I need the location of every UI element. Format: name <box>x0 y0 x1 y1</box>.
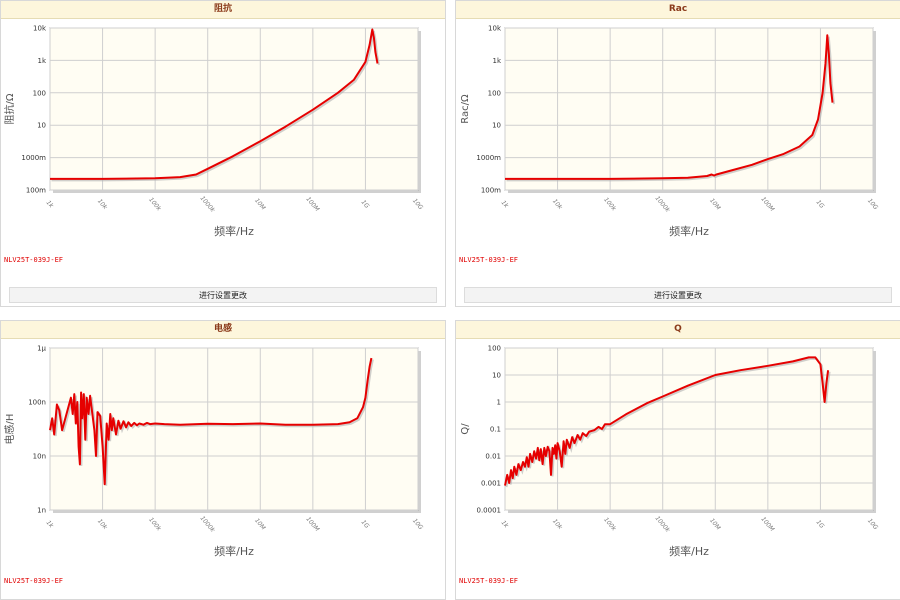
x-tick-label: 10G <box>411 197 424 211</box>
x-tick-label: 10k <box>96 518 109 531</box>
y-tick-label: 0.1 <box>490 426 501 434</box>
apply-settings-button[interactable]: 进行设置更改 <box>464 287 892 303</box>
part-number-label: NLV25T-039J-EF <box>459 256 519 264</box>
chart-title: 电感 <box>1 321 445 339</box>
y-tick-label: 10n <box>33 453 46 461</box>
x-tick-label: 100k <box>147 196 162 212</box>
y-tick-label: 100 <box>33 89 46 97</box>
x-tick-label: 100M <box>759 196 776 214</box>
y-tick-label: 100m <box>481 187 501 195</box>
x-tick-label: 1000k <box>199 515 217 534</box>
series-line <box>50 28 379 180</box>
y-tick-label: 1000m <box>476 154 501 162</box>
x-axis-label: 频率/Hz <box>214 544 254 558</box>
y-axis-label: 阻抗/Ω <box>3 93 16 124</box>
chart-title: Q <box>456 321 900 339</box>
chart-panel-inductance: 电感 1k 10k 100k 1000k 10M 100M 1G 10G 1n 10n 100n 1μ… <box>0 320 446 600</box>
y-tick-label: 0.001 <box>481 480 501 488</box>
q-chart: 1k 10k 100k 1000k 10M 100M 1G 10G 0.0001 0.001 0.0… <box>460 345 879 559</box>
part-number-label: NLV25T-039J-EF <box>4 256 64 264</box>
y-axis-label: 电感/H <box>3 414 16 445</box>
x-tick-label: 10k <box>551 198 564 211</box>
rac-chart: 1k 10k 100k 1000k 10M 100M 1G 10G 100m 1000m 10 100… <box>460 25 879 239</box>
y-tick-label: 100n <box>28 399 46 407</box>
x-tick-label: 10G <box>411 517 424 531</box>
y-tick-label: 10 <box>37 122 46 130</box>
x-tick-label: 1000k <box>654 515 672 534</box>
series-line <box>49 357 373 486</box>
chart-panel-rac: Rac 1k 10k 100k 1000k 10M 100M 1G 10G 100m 1000m 1… <box>455 0 900 307</box>
y-tick-label: 10 <box>492 122 501 130</box>
x-tick-label: 1k <box>500 519 510 529</box>
x-tick-label: 10G <box>866 197 879 211</box>
x-axis-label: 频率/Hz <box>669 224 709 238</box>
x-tick-label: 1000k <box>199 195 217 214</box>
x-tick-label: 10M <box>253 517 267 532</box>
chart-panel-impedance: 阻抗 1k 10k 100k 1000k 10M 100M 1G 10G 100m 1000m 10… <box>0 0 446 307</box>
x-tick-label: 100k <box>147 516 162 532</box>
y-tick-label: 1μ <box>37 345 46 353</box>
inductance-chart: 1k 10k 100k 1000k 10M 100M 1G 10G 1n 10n 100n 1μ 频率/… <box>3 345 424 559</box>
x-tick-label: 10k <box>551 518 564 531</box>
x-axis-label: 频率/Hz <box>214 224 254 238</box>
y-tick-label: 1k <box>492 57 501 65</box>
y-tick-label: 0.01 <box>485 453 501 461</box>
y-tick-label: 10 <box>492 372 501 380</box>
series-shadow <box>51 30 380 182</box>
x-tick-label: 1k <box>45 519 55 529</box>
x-tick-label: 1k <box>45 199 55 209</box>
part-number-label: NLV25T-039J-EF <box>459 577 519 585</box>
y-axis-label: Q/ <box>460 423 471 435</box>
y-tick-label: 10k <box>488 25 502 33</box>
x-tick-label: 100k <box>602 196 617 212</box>
x-axis-label: 频率/Hz <box>669 544 709 558</box>
y-tick-label: 100 <box>488 345 501 353</box>
series-line <box>505 34 834 180</box>
x-tick-label: 1k <box>500 199 510 209</box>
y-tick-label: 1k <box>37 57 46 65</box>
x-tick-label: 10M <box>708 517 722 532</box>
y-tick-label: 100m <box>26 187 46 195</box>
y-tick-label: 1n <box>37 507 46 515</box>
impedance-chart: 1k 10k 100k 1000k 10M 100M 1G 10G 100m 1000m 10 100… <box>3 25 424 239</box>
x-tick-label: 10M <box>253 197 267 212</box>
x-tick-label: 1G <box>815 519 826 530</box>
x-tick-label: 100k <box>602 516 617 532</box>
series-line <box>504 356 830 486</box>
plot-area <box>49 27 419 191</box>
y-tick-label: 1000m <box>21 154 46 162</box>
x-tick-label: 100M <box>304 196 321 214</box>
plot-area <box>504 27 874 191</box>
y-tick-label: 10k <box>33 25 47 33</box>
chart-panel-q: Q 1k 10k 100k 1000k 10M 100M 1G 10G 0.0001 0.001 0… <box>455 320 900 600</box>
y-tick-label: 100 <box>488 89 501 97</box>
x-tick-label: 100M <box>304 516 321 534</box>
x-tick-label: 10M <box>708 197 722 212</box>
apply-settings-button[interactable]: 进行设置更改 <box>9 287 437 303</box>
x-tick-label: 1G <box>360 519 371 530</box>
chart-title: 阻抗 <box>1 1 445 19</box>
x-tick-label: 1G <box>360 199 371 210</box>
y-tick-label: 0.0001 <box>477 507 502 515</box>
y-axis-label: Rac/Ω <box>460 94 471 124</box>
x-tick-label: 100M <box>759 516 776 534</box>
chart-title: Rac <box>456 1 900 19</box>
x-tick-label: 10G <box>866 517 879 531</box>
x-tick-label: 10k <box>96 198 109 211</box>
x-tick-label: 1000k <box>654 195 672 214</box>
y-tick-label: 1 <box>497 399 501 407</box>
x-tick-label: 1G <box>815 199 826 210</box>
part-number-label: NLV25T-039J-EF <box>4 577 64 585</box>
